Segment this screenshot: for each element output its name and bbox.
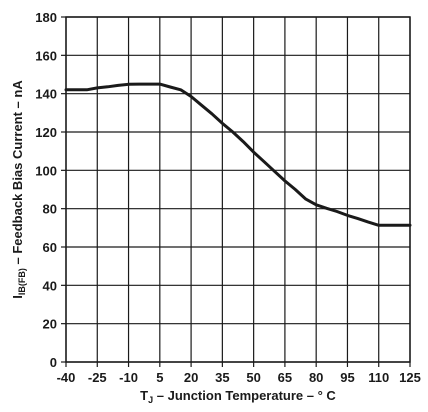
x-axis-title-main: T xyxy=(140,388,148,403)
x-tick-label: 65 xyxy=(278,370,292,385)
x-tick-label: 110 xyxy=(368,370,389,385)
x-axis-title: TJ – Junction Temperature – ° C xyxy=(140,388,336,405)
x-tick-label: 80 xyxy=(309,370,323,385)
y-tick-label: 120 xyxy=(35,125,57,140)
y-axis-title: IIB(FB) – Feedback Bias Current – nA xyxy=(10,80,27,299)
y-tick-label: 160 xyxy=(35,48,57,63)
y-tick-label: 20 xyxy=(43,317,57,332)
y-tick-label: 60 xyxy=(43,240,57,255)
x-tick-label: 50 xyxy=(246,370,260,385)
y-tick-label: 180 xyxy=(35,10,57,25)
x-axis-title-rest: – Junction Temperature – ° C xyxy=(153,388,336,403)
y-tick-label: 100 xyxy=(35,163,57,178)
x-tick-label: -40 xyxy=(57,370,76,385)
x-tick-label: -10 xyxy=(119,370,138,385)
x-tick-label: -25 xyxy=(88,370,107,385)
x-tick-label: 35 xyxy=(215,370,229,385)
y-axis-title-main: I xyxy=(10,295,25,299)
x-axis-title-subscript: J xyxy=(148,395,153,405)
y-tick-label: 80 xyxy=(43,202,57,217)
x-tick-label: 5 xyxy=(156,370,163,385)
tick-labels: -40 -25 -10 5 20 35 50 65 80 95 110 125 0 20 40 60 80 100… xyxy=(35,10,421,385)
x-tick-label: 125 xyxy=(399,370,421,385)
grid xyxy=(61,16,411,367)
x-tick-label: 95 xyxy=(340,370,354,385)
plot-area-frame xyxy=(65,16,411,363)
y-axis-title-subscript: IB(FB) xyxy=(17,268,27,295)
series-line xyxy=(64,82,412,227)
y-tick-label: 140 xyxy=(35,87,57,102)
x-tick-label: 20 xyxy=(184,370,198,385)
y-tick-label: 40 xyxy=(43,278,57,293)
y-tick-label: 0 xyxy=(50,355,57,370)
y-axis-title-rest: – Feedback Bias Current – nA xyxy=(10,80,25,268)
